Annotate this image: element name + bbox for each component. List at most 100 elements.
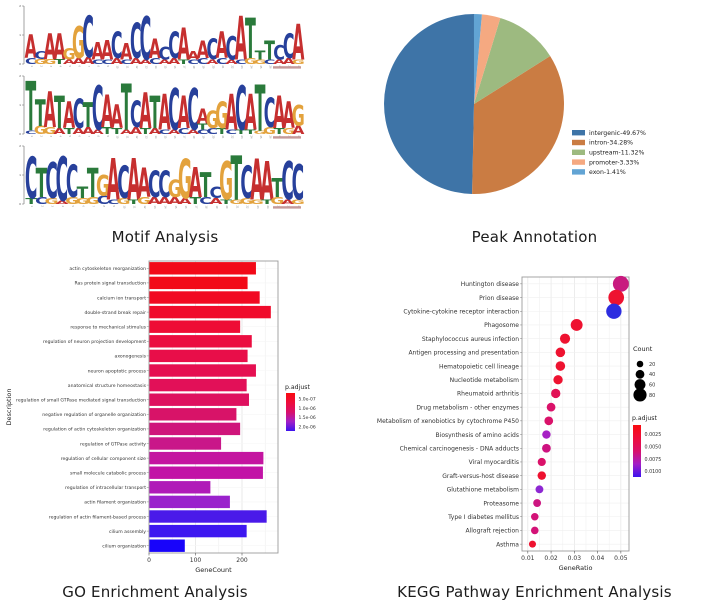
go-bar-label: regulation of small GTPase mediated sign… xyxy=(16,398,146,404)
kegg-dot xyxy=(608,289,625,306)
logo-position-label: 4 xyxy=(61,206,64,208)
legend-title: p.adjust xyxy=(285,384,310,391)
logo-letter: A xyxy=(158,58,171,65)
pie-legend-label: intron-34.28% xyxy=(589,140,633,147)
go-bar xyxy=(149,305,271,319)
logo-position-label: 13 xyxy=(144,136,147,139)
kegg-point-label: Hematopoietic cell lineage xyxy=(439,363,519,370)
pie-slice xyxy=(473,13,482,104)
logo-letter: C xyxy=(120,58,132,65)
logo-letter: T xyxy=(255,72,266,146)
logo-letter: C xyxy=(281,152,294,213)
logo-letter: G xyxy=(282,126,295,136)
logo-letter: A xyxy=(139,58,152,65)
logo-position-label: 16 xyxy=(184,206,187,209)
go-bar xyxy=(149,451,264,465)
go-bar xyxy=(149,539,185,552)
logo-position-label: 18 xyxy=(192,136,195,139)
x-tick-label: 0.05 xyxy=(614,555,628,562)
logo-letter: G xyxy=(178,150,192,212)
padjust-tick-label: 0.0075 xyxy=(645,457,662,463)
count-legend-dot xyxy=(634,379,646,391)
logo-letter: A xyxy=(91,128,104,135)
logo-letter: C xyxy=(226,30,238,67)
x-axis-title: GeneCount xyxy=(195,566,232,574)
logo-axis-label: 1 xyxy=(19,103,21,107)
logo-position-label: 9 xyxy=(106,136,109,138)
logo-letter: A xyxy=(111,56,124,66)
logo-letter: A xyxy=(101,36,113,66)
logo-position-label: 2 xyxy=(39,136,42,138)
go-bar-label: regulation of intracellular transport xyxy=(65,485,146,491)
logo-letter: A xyxy=(273,58,286,65)
logo-position-label: 1 xyxy=(30,136,33,138)
logo-letter: A xyxy=(250,148,263,213)
go-bar xyxy=(149,262,256,275)
logo-position-label: 2 xyxy=(39,66,42,68)
kegg-point-label: Asthma xyxy=(496,541,519,548)
logo-letter: G xyxy=(291,199,305,206)
logo-position-label: 12 xyxy=(135,66,138,69)
logo-position-label: 5 xyxy=(71,206,74,208)
go-bar-label: regulation of neuron projection developm… xyxy=(43,339,146,345)
count-legend-label: 80 xyxy=(649,393,655,399)
logo-position-label: 8 xyxy=(97,136,100,138)
kegg-dot xyxy=(533,499,542,507)
x-tick-label: 0.04 xyxy=(591,555,605,562)
logo-letter: C xyxy=(25,130,37,136)
kegg-point-label: Metabolism of xenobiotics by cytochrome … xyxy=(377,418,519,425)
go-bar-label: actin cytoskeleton reorganization xyxy=(69,266,146,272)
logo-position-label: 21 xyxy=(221,136,224,139)
logo-letter: C xyxy=(178,126,190,136)
pie-legend-swatch xyxy=(572,159,585,165)
logo-position-label: 13 xyxy=(153,206,156,209)
kegg-point-label: Type I diabetes mellitus xyxy=(447,514,519,521)
logo-letter: T xyxy=(150,87,161,139)
logo-letter: A xyxy=(72,56,85,66)
kegg-point-label: Antigen processing and presentation xyxy=(408,350,519,357)
logo-letter: T xyxy=(54,58,66,66)
pie-legend-label: promoter-3.33% xyxy=(589,159,639,166)
logo-letter: T xyxy=(36,162,48,207)
go-bar xyxy=(149,320,241,333)
go-bar-label: regulation of actin cytoskeleton organiz… xyxy=(43,427,146,433)
x-tick-label: 0.01 xyxy=(521,555,535,562)
logo-letter: A xyxy=(273,87,285,139)
logo-axis-label: 0 xyxy=(19,62,21,66)
go-bar xyxy=(149,393,249,406)
pie-legend-swatch xyxy=(572,169,585,175)
logo-position-label: 24 xyxy=(250,136,253,139)
logo-position-label: 25 xyxy=(259,66,262,69)
logo-position-label: 1 xyxy=(30,66,33,68)
kegg-dot xyxy=(546,402,556,412)
logo-position-label: 22 xyxy=(246,206,249,209)
count-legend-dot xyxy=(635,369,645,379)
logo-position-label: 8 xyxy=(102,206,105,208)
logo-position-label: 14 xyxy=(154,66,157,69)
logo-letter: A xyxy=(209,197,223,206)
logo-letter: T xyxy=(140,126,151,136)
logo-letter: G xyxy=(270,196,284,207)
go-bar xyxy=(149,524,247,538)
count-legend-title: Count xyxy=(633,345,653,353)
logo-letter: G xyxy=(45,197,59,206)
logo-letter: G xyxy=(206,106,219,134)
logo-letter: C xyxy=(240,157,253,209)
kegg-dot xyxy=(551,388,561,399)
logo-letter: C xyxy=(56,146,69,215)
logo-letter: G xyxy=(65,196,79,207)
logo-axis-label: 0 xyxy=(19,132,21,136)
logo-letter: C xyxy=(130,93,142,136)
logo-position-label: 15 xyxy=(164,66,167,69)
logo-letter: A xyxy=(44,81,57,139)
logo-letter: A xyxy=(111,99,124,136)
logo-letter: C xyxy=(292,157,305,212)
kegg-dot xyxy=(606,303,622,319)
legend-tick-label: 1.0e-06 xyxy=(299,406,316,412)
logo-letter: C xyxy=(25,56,37,66)
kegg-point-label: Chemical carcinogenesis - DNA adducts xyxy=(400,445,519,452)
logo-letter: G xyxy=(215,94,228,137)
logo-letter: T xyxy=(216,126,227,136)
logo-letter: C xyxy=(197,56,209,66)
